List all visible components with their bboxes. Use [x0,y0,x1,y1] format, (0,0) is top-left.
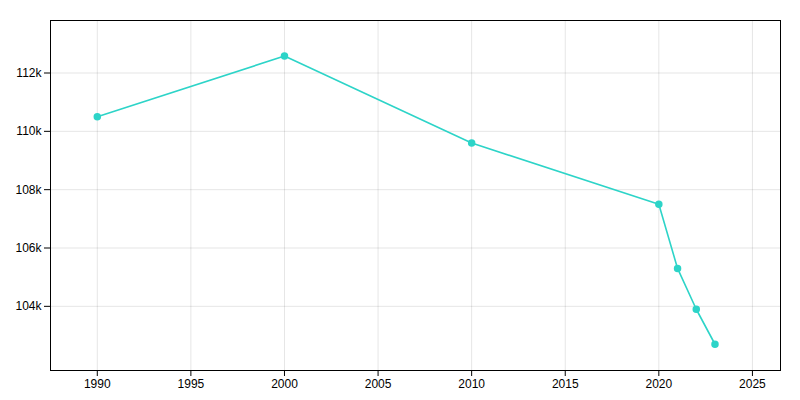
svg-text:2000: 2000 [271,377,298,391]
svg-text:110k: 110k [16,124,42,138]
svg-text:112k: 112k [16,66,42,80]
svg-text:2015: 2015 [552,377,579,391]
svg-text:104k: 104k [15,299,42,313]
svg-text:1990: 1990 [84,377,111,391]
svg-text:106k: 106k [15,241,42,255]
svg-text:108k: 108k [15,183,42,197]
svg-text:2025: 2025 [739,377,766,391]
svg-text:2020: 2020 [645,377,672,391]
svg-text:2005: 2005 [365,377,392,391]
svg-text:1995: 1995 [178,377,205,391]
svg-text:2010: 2010 [458,377,485,391]
